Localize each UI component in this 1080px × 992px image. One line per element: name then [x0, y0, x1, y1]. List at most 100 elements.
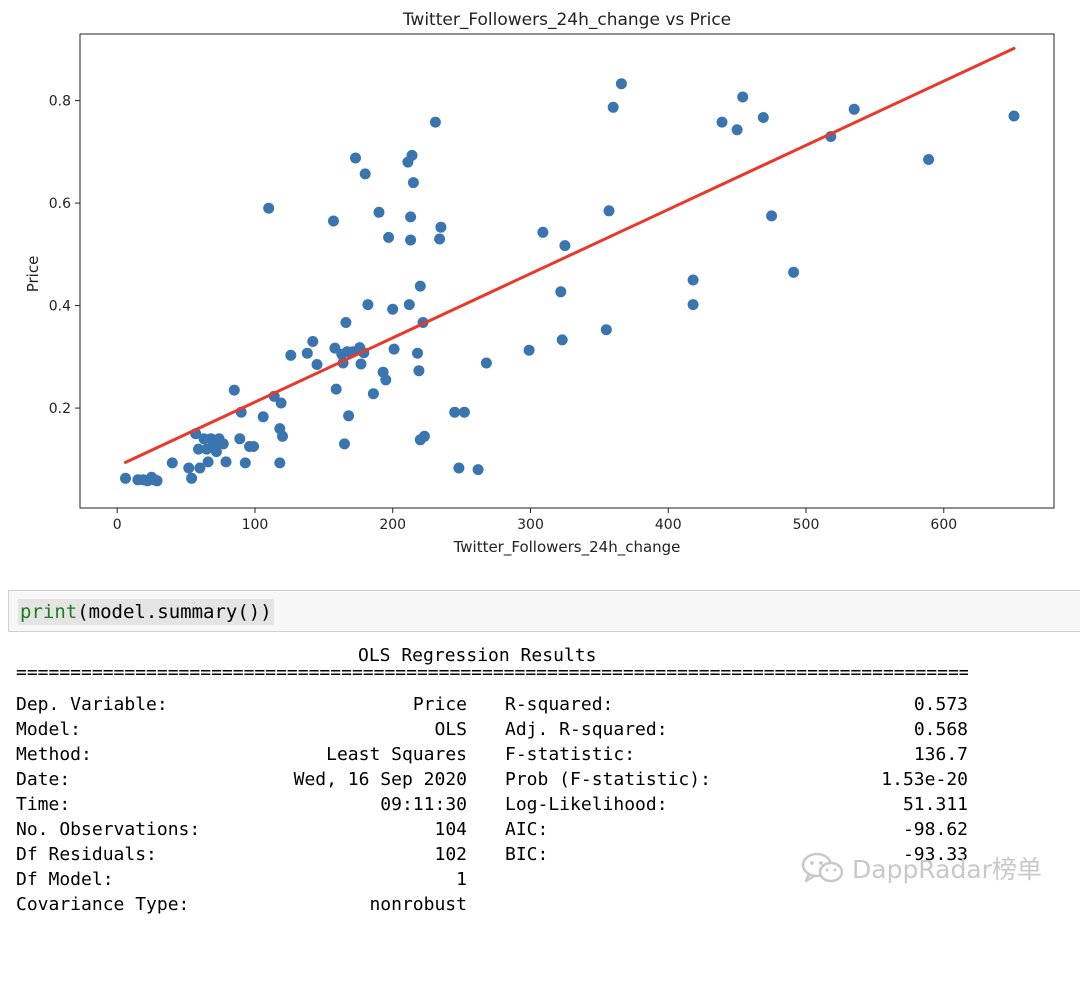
scatter-point	[274, 457, 286, 469]
scatter-point	[556, 334, 568, 346]
summary-divider: ========================================…	[16, 666, 968, 680]
scatter-point	[472, 464, 484, 476]
scatter-point	[263, 202, 275, 214]
x-tick-label: 400	[655, 517, 682, 533]
scatter-point	[603, 205, 615, 217]
row-label: Method:	[16, 744, 92, 765]
row-value: Least Squares	[326, 744, 467, 765]
summary-row: Covariance Type: nonrobust	[16, 892, 467, 917]
scatter-point	[523, 344, 535, 356]
x-tick-label: 300	[517, 517, 544, 533]
x-axis: 0 100 200 300 400 500 600	[113, 508, 957, 533]
scatter-point	[311, 359, 323, 370]
y-tick-label: 0.4	[49, 299, 71, 315]
scatter-point	[202, 456, 214, 468]
row-label: Df Model:	[16, 869, 114, 890]
scatter-point	[228, 384, 240, 396]
summary-row: No. Observations: 104 AIC: -98.62	[16, 817, 968, 842]
scatter-point	[600, 324, 612, 336]
row-stat-value: -93.33	[902, 844, 968, 865]
scatter-point	[217, 438, 229, 450]
scatter-point	[355, 358, 367, 370]
row-value: 104	[434, 819, 467, 840]
row-value: Price	[412, 694, 467, 715]
scatter-point	[414, 280, 426, 292]
scatter-point	[434, 233, 446, 245]
scatter-point	[359, 168, 371, 180]
scatter-point	[435, 221, 447, 233]
scatter-point	[737, 91, 749, 103]
scatter-point	[234, 433, 246, 445]
scatter-point	[277, 430, 288, 442]
y-axis: 0.2 0.4 0.6 0.8	[49, 94, 80, 417]
row-stat-label: BIC:	[505, 844, 549, 865]
scatter-point	[923, 154, 935, 165]
wechat-icon	[801, 852, 844, 883]
scatter-point	[418, 430, 430, 442]
scatter-point	[380, 374, 392, 386]
scatter-point	[194, 462, 206, 474]
row-stat-label: Prob (F-statistic):	[505, 769, 711, 790]
x-tick-label: 0	[113, 517, 122, 533]
code-cell[interactable]: print(model.summary())	[8, 590, 1080, 632]
scatter-point	[731, 124, 743, 136]
scatter-point	[383, 231, 395, 243]
scatter-point	[405, 234, 417, 246]
row-stat-label: F-statistic:	[505, 744, 636, 765]
scatter-point	[406, 149, 418, 161]
scatter-point	[559, 240, 571, 252]
scatter-point	[555, 286, 567, 298]
row-stat-value: 1.53e-20	[881, 769, 968, 790]
scatter-point	[757, 112, 769, 123]
scatter-point	[687, 299, 699, 311]
summary-title: OLS Regression Results	[358, 645, 597, 666]
row-stat-value: 136.7	[913, 744, 968, 765]
row-label: Dep. Variable:	[16, 694, 168, 715]
summary-row: Df Residuals: 102 BIC: -93.33	[16, 842, 968, 867]
row-label: Time:	[16, 794, 71, 815]
scatter-point	[186, 472, 198, 484]
watermark: DappRadar榜单	[800, 850, 1042, 886]
scatter-point	[220, 456, 232, 468]
code-line[interactable]: print(model.summary())	[18, 599, 274, 625]
scatter-point	[340, 317, 352, 328]
print-keyword: print	[20, 601, 78, 623]
scatter-point	[343, 410, 355, 422]
summary-row: Time: 09:11:30 Log-Likelihood: 51.311	[16, 792, 968, 817]
y-tick-label: 0.2	[49, 401, 71, 417]
scatter-point	[120, 472, 131, 484]
scatter-point	[429, 116, 441, 128]
row-value: nonrobust	[369, 894, 467, 915]
scatter-point	[412, 347, 423, 359]
row-value: Wed, 16 Sep 2020	[293, 769, 467, 790]
x-tick-label: 200	[379, 517, 406, 533]
scatter-point	[367, 388, 379, 400]
scatter-point	[257, 411, 269, 423]
scatter-point	[403, 299, 415, 311]
y-axis-label: Price	[24, 256, 42, 293]
row-value: 1	[456, 869, 467, 890]
row-value: 102	[434, 844, 467, 865]
scatter-point	[330, 383, 342, 395]
scatter-point	[607, 101, 619, 113]
scatter-point	[458, 406, 470, 418]
scatter-point	[449, 406, 461, 418]
scatter-plot: Twitter_Followers_24h_change vs Price 0 1…	[24, 10, 1055, 557]
scatter-point	[716, 116, 728, 128]
row-stat-label: Log-Likelihood:	[505, 794, 668, 815]
x-tick-label: 600	[930, 517, 957, 533]
scatter-point	[373, 206, 385, 218]
scatter-point	[537, 226, 549, 238]
row-stat-value: 0.573	[913, 694, 968, 715]
scatter-point	[362, 299, 374, 311]
row-stat-label: R-squared:	[505, 694, 614, 715]
scatter-point	[848, 103, 860, 115]
scatter-point	[480, 357, 492, 369]
scatter-point	[275, 397, 287, 409]
scatter-point	[301, 347, 313, 359]
row-value: OLS	[434, 719, 467, 740]
code-call: (model.summary())	[77, 601, 272, 623]
scatter-point	[166, 457, 178, 469]
scatter-point	[453, 462, 465, 474]
row-label: Df Residuals:	[16, 844, 157, 865]
